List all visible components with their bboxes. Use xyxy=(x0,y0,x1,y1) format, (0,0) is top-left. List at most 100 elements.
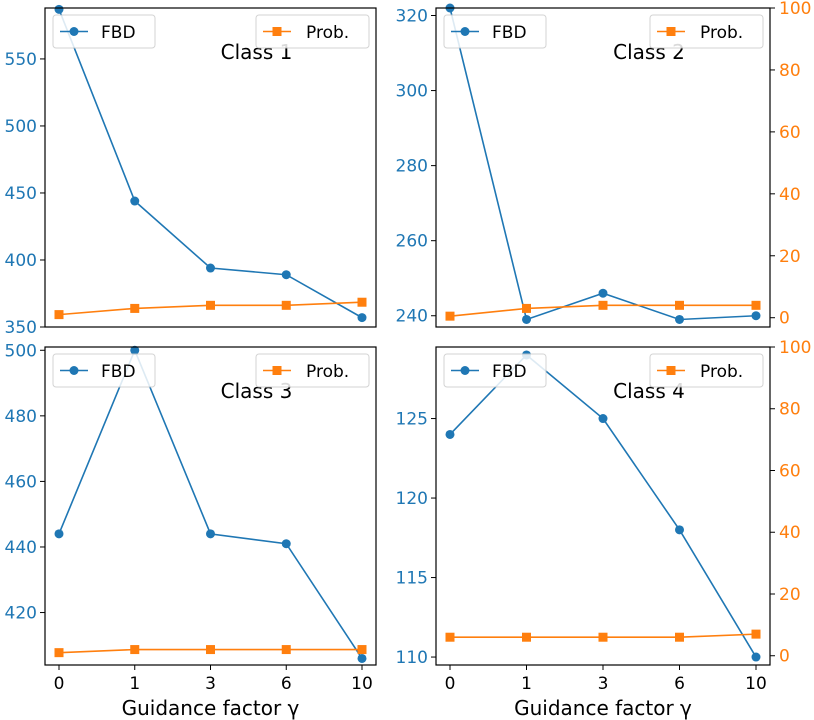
series-line-fbd xyxy=(58,348,363,659)
legend-prob-label: Prob. xyxy=(700,23,743,43)
right-tick-label: 100 xyxy=(779,338,811,358)
legend-box xyxy=(649,14,764,49)
legend-box xyxy=(52,14,156,49)
fbd-point xyxy=(751,311,761,321)
fbd-point xyxy=(130,345,140,355)
legend-box xyxy=(255,353,370,388)
prob-point xyxy=(598,632,608,642)
legend-fbd-marker xyxy=(69,27,79,36)
left-tick-label: 350 xyxy=(5,318,37,338)
prob-point xyxy=(54,648,64,658)
left-tick-label: 500 xyxy=(5,117,37,137)
left-tick-label: 120 xyxy=(396,489,428,509)
fbd-point xyxy=(54,4,64,14)
right-tick-label: 60 xyxy=(779,123,801,143)
legend-prob-label: Prob. xyxy=(700,362,743,382)
legend-fbd: FBD xyxy=(443,14,547,49)
legend-box xyxy=(255,14,370,49)
prob-point xyxy=(54,310,64,320)
x-tick-label: 0 xyxy=(445,674,456,694)
right-tick-label: 80 xyxy=(779,61,801,81)
prob-point xyxy=(206,300,215,310)
right-tick-label: 0 xyxy=(779,309,790,329)
prob-point xyxy=(130,645,140,655)
fbd-point xyxy=(357,653,367,663)
x-tick-label: 6 xyxy=(281,674,292,694)
x-tick-label: 10 xyxy=(351,674,373,694)
left-tick-label: 450 xyxy=(5,184,37,204)
plot-frame xyxy=(435,7,771,328)
right-tick-label: 0 xyxy=(779,647,790,667)
fbd-point xyxy=(206,263,215,273)
x-tick-label: 0 xyxy=(54,674,65,694)
right-tick-label: 80 xyxy=(779,400,801,420)
left-tick-label: 320 xyxy=(396,7,428,27)
legend-fbd-label: FBD xyxy=(101,362,136,382)
left-tick-label: 260 xyxy=(396,232,428,252)
right-tick-label: 40 xyxy=(779,185,801,205)
plot-frame xyxy=(44,346,377,666)
fbd-point xyxy=(675,525,684,535)
prob-point xyxy=(751,300,761,310)
legend-prob-label: Prob. xyxy=(306,23,349,43)
x-tick-label: 3 xyxy=(598,674,609,694)
prob-point xyxy=(522,303,531,313)
legend-fbd: FBD xyxy=(443,353,547,388)
legend-prob-marker xyxy=(666,366,676,375)
prob-point xyxy=(206,645,215,655)
fbd-point xyxy=(281,539,291,549)
legend-fbd-marker xyxy=(460,27,470,36)
prob-point xyxy=(445,632,455,642)
fbd-point xyxy=(445,429,455,439)
fbd-point xyxy=(357,313,367,323)
legend-prob: Prob. xyxy=(649,14,764,49)
prob-point xyxy=(675,300,684,310)
left-tick-label: 460 xyxy=(5,472,37,492)
series-line-fbd xyxy=(449,7,757,321)
legend-prob: Prob. xyxy=(255,353,370,388)
prob-point xyxy=(357,297,367,307)
prob-point xyxy=(357,645,367,655)
fbd-point xyxy=(751,652,761,662)
series-line-fbd xyxy=(449,353,757,658)
legend-box xyxy=(52,353,156,388)
prob-point xyxy=(675,632,684,642)
prob-point xyxy=(281,645,291,655)
left-tick-label: 440 xyxy=(5,538,37,558)
legend-prob-marker xyxy=(272,366,282,375)
plot-frame xyxy=(44,7,377,328)
fbd-point xyxy=(130,196,140,206)
legend-prob-label: Prob. xyxy=(306,362,349,382)
left-tick-label: 500 xyxy=(5,341,37,361)
fbd-point xyxy=(598,288,608,298)
prob-point xyxy=(445,311,455,321)
legend-box xyxy=(649,353,764,388)
fbd-point xyxy=(598,414,608,424)
legend-fbd: FBD xyxy=(52,353,156,388)
legend-prob-marker xyxy=(666,27,676,36)
legend-prob: Prob. xyxy=(649,353,764,388)
right-tick-label: 100 xyxy=(779,0,811,19)
prob-point xyxy=(522,632,531,642)
x-tick-label: 1 xyxy=(129,674,140,694)
left-tick-label: 125 xyxy=(396,410,428,430)
right-tick-label: 40 xyxy=(779,523,801,543)
x-axis-label: Guidance factor γ xyxy=(514,696,692,720)
fbd-point xyxy=(281,270,291,280)
left-tick-label: 240 xyxy=(396,307,428,327)
legend-fbd-label: FBD xyxy=(101,23,136,43)
prob-point xyxy=(281,300,291,310)
chart-panel-4: 110 115 120 125 0 20 40 60 80 100 0 1 3 6 10 Guidance f… xyxy=(396,338,812,720)
right-tick-label: 20 xyxy=(779,585,801,605)
right-tick-label: 20 xyxy=(779,247,801,267)
legend-fbd-marker xyxy=(460,366,470,375)
plot-frame xyxy=(435,346,771,666)
legend-fbd-label: FBD xyxy=(492,362,527,382)
legend-box xyxy=(443,353,547,388)
legend-prob: Prob. xyxy=(255,14,370,49)
legend-prob-marker xyxy=(272,27,282,36)
left-tick-label: 420 xyxy=(5,604,37,624)
legend-fbd-marker xyxy=(69,366,79,375)
